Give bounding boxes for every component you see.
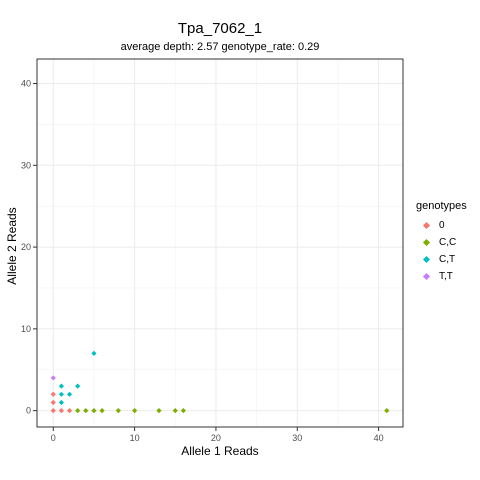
data-point bbox=[66, 408, 73, 414]
data-point bbox=[75, 383, 81, 389]
legend-swatch bbox=[422, 238, 431, 247]
data-point bbox=[180, 408, 186, 414]
data-point bbox=[172, 408, 178, 414]
legend-items: 0 C,C C,T T,T bbox=[416, 218, 467, 286]
legend-swatch bbox=[422, 221, 431, 230]
legend-item: T,T bbox=[416, 269, 467, 286]
data-point bbox=[156, 408, 162, 414]
data-point bbox=[75, 408, 81, 414]
chart-title: Tpa_7062_1 bbox=[177, 20, 263, 37]
data-point bbox=[58, 383, 64, 389]
x-tick-label: 20 bbox=[211, 433, 221, 443]
data-point bbox=[50, 399, 56, 406]
data-point bbox=[50, 391, 56, 397]
y-tick-label: 30 bbox=[21, 160, 31, 170]
data-point bbox=[83, 408, 89, 414]
data-point bbox=[50, 408, 56, 414]
y-axis-label: Allele 2 Reads bbox=[5, 207, 19, 285]
data-point bbox=[99, 408, 105, 414]
y-tick-label: 40 bbox=[21, 79, 31, 89]
legend-label: C,C bbox=[439, 237, 457, 248]
y-tick-label: 10 bbox=[21, 324, 31, 334]
x-axis-label: Allele 1 Reads bbox=[181, 444, 259, 458]
legend: genotypes 0 C,C C,T T,T bbox=[416, 200, 467, 286]
y-tick-label: 20 bbox=[21, 242, 31, 252]
data-point bbox=[384, 408, 390, 414]
data-point bbox=[58, 408, 64, 414]
legend-item: 0 bbox=[416, 218, 467, 235]
data-point bbox=[58, 391, 64, 397]
legend-item: C,C bbox=[416, 235, 467, 252]
legend-title: genotypes bbox=[416, 200, 467, 212]
data-point bbox=[91, 350, 97, 356]
y-tick-label: 0 bbox=[26, 406, 31, 416]
panel-border bbox=[36, 58, 404, 428]
data-point bbox=[132, 408, 138, 414]
legend-swatch bbox=[422, 272, 431, 281]
data-point bbox=[66, 391, 73, 397]
data-point bbox=[115, 408, 121, 414]
x-axis: 0 10 20 30 40 bbox=[51, 427, 384, 443]
chart-subtitle: average depth: 2.57 genotype_rate: 0.29 bbox=[120, 41, 320, 53]
major-gridlines bbox=[37, 59, 403, 427]
data-point bbox=[58, 399, 64, 406]
legend-swatch bbox=[422, 255, 431, 264]
x-tick-label: 40 bbox=[374, 433, 384, 443]
x-tick-label: 30 bbox=[292, 433, 302, 443]
legend-label: C,T bbox=[439, 254, 456, 265]
y-axis: 0 10 20 30 40 bbox=[21, 79, 37, 416]
x-tick-label: 0 bbox=[51, 433, 56, 443]
data-point bbox=[50, 375, 56, 381]
data-point bbox=[91, 408, 97, 414]
legend-item: C,T bbox=[416, 252, 467, 269]
data-points bbox=[50, 350, 390, 414]
legend-label: T,T bbox=[439, 271, 453, 282]
minor-gridlines bbox=[37, 59, 403, 427]
legend-label: 0 bbox=[439, 220, 445, 231]
x-tick-label: 10 bbox=[130, 433, 140, 443]
